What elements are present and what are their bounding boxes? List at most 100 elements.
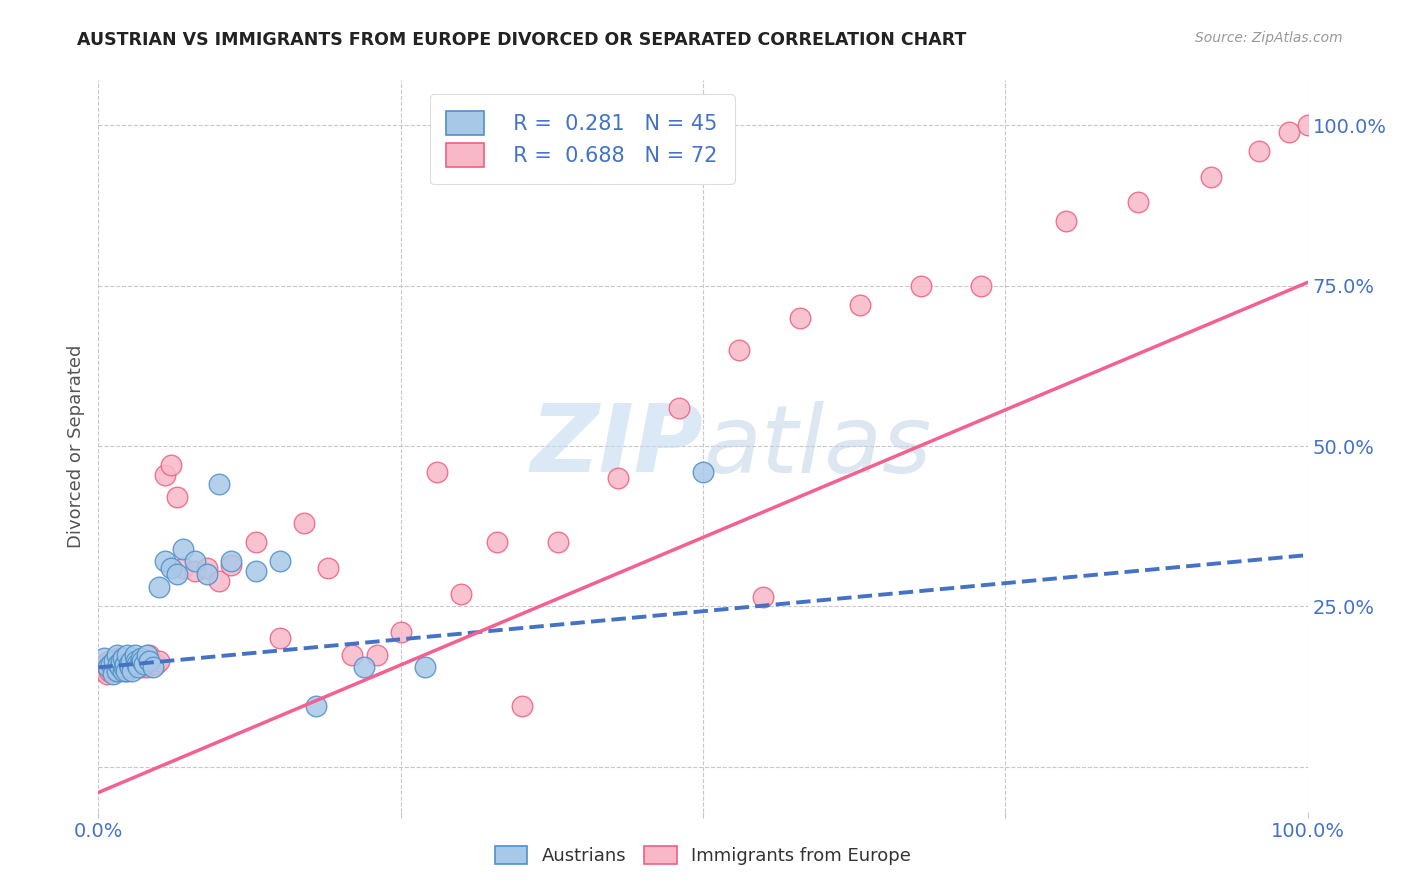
Point [105, 664, 128, 678]
Point [100, 657, 122, 672]
Point [117, 648, 139, 662]
Point [148, 654, 170, 668]
Point [195, 561, 218, 575]
Point [131, 654, 153, 668]
Point [1278, 125, 1301, 139]
Point [100, 660, 122, 674]
Point [114, 657, 136, 672]
Point [105, 650, 128, 665]
Point [108, 660, 131, 674]
Point [166, 567, 188, 582]
Point [115, 664, 138, 678]
Point [107, 657, 129, 672]
Point [118, 654, 141, 668]
Point [160, 458, 183, 473]
Point [1199, 169, 1222, 184]
Point [166, 491, 188, 505]
Point [245, 564, 267, 578]
Point [120, 654, 142, 668]
Point [305, 698, 328, 713]
Point [138, 654, 160, 668]
Point [134, 657, 156, 672]
Point [101, 657, 124, 672]
Point [486, 535, 509, 549]
Point [108, 657, 131, 672]
Point [366, 648, 388, 662]
Point [120, 657, 142, 672]
Point [1054, 214, 1077, 228]
Point [849, 298, 872, 312]
Point [91, 660, 114, 674]
Point [910, 278, 932, 293]
Point [121, 664, 143, 678]
Point [135, 660, 157, 674]
Point [93, 664, 115, 678]
Point [1296, 118, 1319, 132]
Point [728, 343, 751, 357]
Point [450, 586, 472, 600]
Point [353, 660, 375, 674]
Y-axis label: Divorced or Separated: Divorced or Separated [66, 344, 84, 548]
Point [184, 554, 207, 568]
Point [153, 554, 176, 568]
Point [107, 664, 129, 678]
Point [208, 477, 231, 491]
Point [104, 664, 127, 678]
Point [128, 654, 150, 668]
Point [97, 654, 120, 668]
Point [752, 590, 775, 604]
Point [127, 660, 149, 674]
Point [103, 654, 125, 668]
Point [692, 465, 714, 479]
Point [111, 650, 134, 665]
Point [112, 654, 135, 668]
Point [111, 660, 134, 674]
Point [110, 654, 132, 668]
Point [426, 465, 449, 479]
Point [142, 660, 165, 674]
Point [789, 310, 811, 325]
Point [138, 648, 160, 662]
Point [94, 657, 117, 672]
Point [131, 660, 153, 674]
Legend:   R =  0.281   N = 45,   R =  0.688   N = 72: R = 0.281 N = 45, R = 0.688 N = 72 [430, 95, 734, 184]
Point [172, 561, 194, 575]
Text: AUSTRIAN VS IMMIGRANTS FROM EUROPE DIVORCED OR SEPARATED CORRELATION CHART: AUSTRIAN VS IMMIGRANTS FROM EUROPE DIVOR… [77, 31, 967, 49]
Legend: Austrians, Immigrants from Europe: Austrians, Immigrants from Europe [488, 838, 918, 872]
Point [98, 664, 121, 678]
Point [195, 567, 218, 582]
Point [145, 657, 167, 672]
Point [125, 654, 148, 668]
Point [970, 278, 993, 293]
Point [100, 664, 122, 678]
Point [103, 654, 125, 668]
Point [124, 648, 146, 662]
Point [547, 535, 569, 549]
Point [129, 650, 152, 665]
Point [101, 666, 124, 681]
Point [184, 564, 207, 578]
Point [114, 660, 136, 674]
Point [134, 654, 156, 668]
Point [118, 657, 141, 672]
Point [108, 660, 131, 674]
Point [93, 650, 115, 665]
Point [607, 471, 630, 485]
Point [97, 660, 120, 674]
Point [118, 660, 141, 674]
Point [389, 625, 412, 640]
Point [413, 660, 436, 674]
Point [142, 657, 165, 672]
Point [124, 657, 146, 672]
Point [121, 660, 143, 674]
Point [342, 648, 364, 662]
Text: Source: ZipAtlas.com: Source: ZipAtlas.com [1195, 31, 1343, 45]
Point [110, 657, 132, 672]
Point [160, 561, 183, 575]
Point [316, 561, 339, 575]
Point [292, 516, 315, 530]
Point [269, 554, 291, 568]
Point [135, 648, 157, 662]
Point [112, 660, 135, 674]
Point [127, 657, 149, 672]
